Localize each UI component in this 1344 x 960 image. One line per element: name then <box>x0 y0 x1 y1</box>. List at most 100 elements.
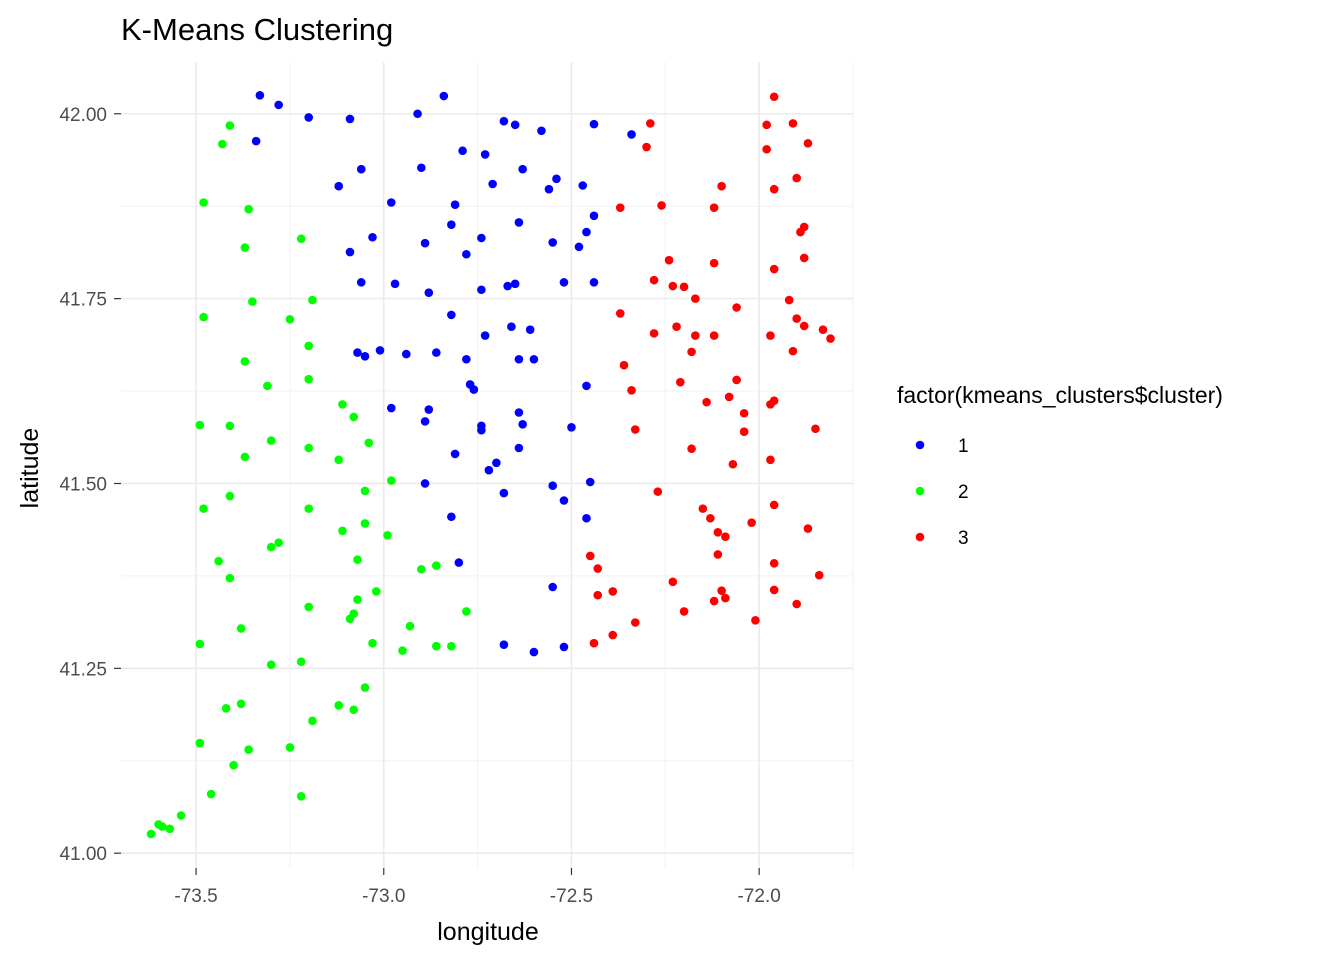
cluster-3-point <box>691 294 700 303</box>
cluster-3-point <box>709 258 719 268</box>
cluster-1-point <box>514 218 524 227</box>
cluster-1-point <box>353 348 362 357</box>
cluster-2-point <box>274 538 283 547</box>
cluster-3-point <box>642 142 651 152</box>
cluster-3-point <box>679 282 689 292</box>
cluster-3-point <box>814 570 824 580</box>
x-tick-label: -72.0 <box>737 886 780 907</box>
cluster-2-point <box>214 556 223 566</box>
cluster-3-point <box>676 377 685 387</box>
cluster-1-point <box>585 477 595 487</box>
cluster-1-point <box>462 354 471 364</box>
cluster-3-point <box>706 513 715 523</box>
legend-title: factor(kmeans_clusters$cluster) <box>897 382 1223 408</box>
cluster-3-point <box>826 334 835 343</box>
cluster-1-point <box>386 198 396 207</box>
cluster-1-point <box>424 405 434 414</box>
legend-label-1: 1 <box>958 436 969 457</box>
cluster-3-point <box>608 587 618 596</box>
cluster-3-point <box>792 173 801 183</box>
cluster-1-point <box>334 181 344 191</box>
cluster-2-point <box>146 829 156 839</box>
cluster-2-point <box>304 602 313 612</box>
cluster-2-point <box>285 743 295 752</box>
cluster-2-point <box>462 607 471 616</box>
cluster-2-point <box>349 705 359 715</box>
x-axis-title: longitude <box>437 918 538 946</box>
cluster-2-point <box>368 638 377 648</box>
cluster-3-point <box>728 459 738 469</box>
cluster-3-point <box>664 255 674 265</box>
cluster-1-point <box>578 181 588 190</box>
cluster-3-point <box>657 201 666 210</box>
cluster-3-point <box>788 346 798 356</box>
cluster-3-point <box>691 331 700 340</box>
cluster-2-point <box>304 504 313 513</box>
cluster-1-point <box>454 558 464 567</box>
cluster-3-point <box>739 408 749 418</box>
cluster-2-point <box>199 504 208 513</box>
cluster-2-point <box>240 243 250 252</box>
legend-label-3: 3 <box>958 528 969 549</box>
cluster-2-point <box>165 824 175 834</box>
cluster-1-point <box>552 174 561 184</box>
cluster-3-point <box>585 551 595 561</box>
cluster-1-point <box>518 420 527 429</box>
cluster-3-point <box>709 331 719 340</box>
cluster-2-point <box>221 703 231 713</box>
cluster-1-point <box>499 488 509 498</box>
cluster-2-point <box>266 660 276 669</box>
cluster-1-point <box>559 496 569 505</box>
cluster-1-point <box>480 331 490 340</box>
cluster-2-point <box>296 791 306 801</box>
cluster-1-point <box>469 385 479 394</box>
cluster-3-point <box>732 375 741 385</box>
cluster-3-point <box>799 321 809 331</box>
cluster-3-point <box>713 550 723 559</box>
cluster-2-point <box>353 555 362 564</box>
cluster-2-point <box>229 760 238 770</box>
cluster-1-point <box>360 352 370 361</box>
cluster-3-point <box>721 532 730 542</box>
cluster-3-point <box>769 92 779 102</box>
cluster-2-point <box>240 452 250 462</box>
cluster-3-point <box>668 577 678 587</box>
cluster-1-point <box>548 238 557 247</box>
cluster-1-point <box>439 91 449 101</box>
cluster-1-point <box>514 354 524 364</box>
cluster-1-point <box>582 381 591 391</box>
cluster-2-point <box>240 357 250 366</box>
cluster-1-point <box>447 220 456 229</box>
cluster-2-point <box>285 315 295 324</box>
cluster-2-point <box>244 204 253 214</box>
cluster-1-point <box>356 278 366 287</box>
cluster-1-point <box>544 184 554 194</box>
cluster-1-point <box>567 422 576 432</box>
cluster-1-point <box>537 126 546 136</box>
cluster-3-point <box>766 455 775 465</box>
cluster-3-point <box>702 397 711 407</box>
cluster-1-point <box>447 310 456 320</box>
cluster-3-point <box>679 607 689 616</box>
cluster-3-point <box>615 309 625 318</box>
cluster-2-point <box>263 381 272 391</box>
cluster-1-point <box>514 443 524 453</box>
y-axis-title: latitude <box>16 428 44 509</box>
cluster-3-point <box>766 400 775 409</box>
cluster-1-point <box>559 278 569 287</box>
x-tick-label: -72.5 <box>550 886 593 907</box>
cluster-3-point <box>630 425 640 434</box>
cluster-3-point <box>687 347 696 357</box>
cluster-2-point <box>371 587 381 596</box>
cluster-2-point <box>244 745 253 754</box>
cluster-2-point <box>308 295 317 305</box>
legend-label-2: 2 <box>958 482 969 503</box>
cluster-2-point <box>296 657 306 666</box>
cluster-2-point <box>432 641 441 651</box>
cluster-3-point <box>713 527 723 537</box>
cluster-2-point <box>308 716 317 726</box>
cluster-1-point <box>477 425 486 435</box>
cluster-2-point <box>154 820 163 829</box>
cluster-3-point <box>751 615 760 625</box>
cluster-1-point <box>480 150 490 159</box>
